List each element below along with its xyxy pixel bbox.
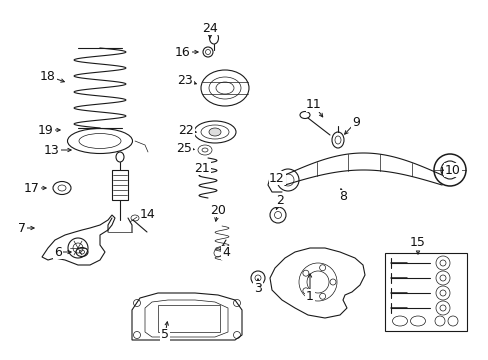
Ellipse shape [208,128,221,136]
Text: 10: 10 [444,163,460,176]
Text: 16: 16 [175,45,190,58]
Text: 4: 4 [222,247,229,260]
Text: 3: 3 [254,282,262,294]
Text: 13: 13 [44,144,60,157]
Text: 15: 15 [409,237,425,249]
Text: 25: 25 [176,141,192,154]
Text: 1: 1 [305,289,313,302]
Text: 7: 7 [18,221,26,234]
Text: 20: 20 [210,203,225,216]
Text: 23: 23 [177,73,192,86]
Text: 11: 11 [305,99,321,112]
Text: 14: 14 [140,208,156,221]
Text: 8: 8 [338,190,346,203]
Text: 9: 9 [351,116,359,129]
Text: 6: 6 [54,246,62,258]
Text: 5: 5 [161,328,169,342]
Bar [112,170,128,200]
Text: 19: 19 [38,123,54,136]
Text: 2: 2 [276,194,284,207]
Text: 24: 24 [202,22,218,35]
Text: 21: 21 [194,162,209,175]
Bar [384,253,466,331]
Text: 22: 22 [178,123,193,136]
Bar [158,305,220,332]
Text: 12: 12 [268,171,285,184]
Text: 17: 17 [24,181,40,194]
Text: 18: 18 [40,69,56,82]
